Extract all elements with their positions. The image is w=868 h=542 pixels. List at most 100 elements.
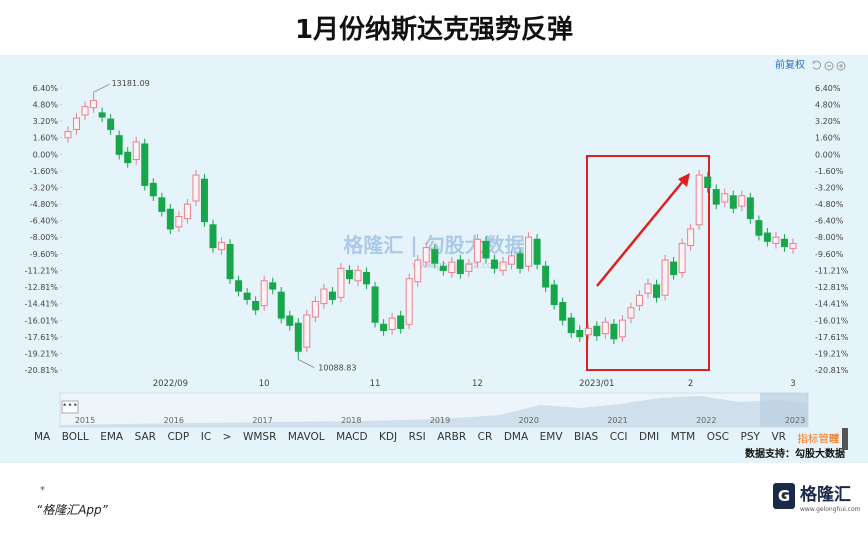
candle-body <box>320 288 328 305</box>
y2-tick-label: -6.40% <box>815 217 844 226</box>
zoom-icons[interactable] <box>812 60 846 71</box>
logo-g: G <box>778 487 790 505</box>
candle-body <box>90 99 98 109</box>
candle-body <box>200 178 208 223</box>
candle-body <box>525 236 533 267</box>
footer-note: “格隆汇App” <box>36 503 109 517</box>
indicator[interactable]: DMA <box>503 431 529 443</box>
navigator-area <box>60 396 808 427</box>
candle-body <box>584 327 592 336</box>
indicator[interactable]: MACD <box>336 431 368 443</box>
indicator[interactable]: RSI <box>408 431 426 443</box>
y2-tick-label: -8.00% <box>815 233 844 242</box>
indicator[interactable]: > <box>222 431 232 443</box>
time-tab[interactable]: 时 <box>829 433 839 445</box>
candle-body <box>712 189 720 205</box>
min-label: 10088.83 <box>318 364 356 373</box>
candle-body <box>567 317 575 334</box>
candle-body <box>243 292 251 300</box>
candle-body <box>328 291 336 300</box>
indicator[interactable]: EMA <box>100 431 124 443</box>
candle-body <box>763 232 771 242</box>
candle-body <box>490 259 498 269</box>
candle-body <box>687 228 695 247</box>
max-leader <box>93 83 110 93</box>
indicator[interactable]: MA <box>34 431 51 443</box>
candle-body <box>601 321 609 335</box>
indicator[interactable]: CDP <box>167 431 190 443</box>
candle-body <box>192 174 200 202</box>
indicator[interactable]: BOLL <box>61 431 89 443</box>
x-tick-label: 10 <box>259 379 270 389</box>
arrow <box>596 179 685 287</box>
y2-tick-label: -20.81% <box>815 366 849 375</box>
candle-body <box>516 253 524 269</box>
candle-body <box>371 286 379 323</box>
candle-body <box>653 284 661 298</box>
candle-body <box>780 238 788 248</box>
scroll-tab[interactable] <box>842 428 848 450</box>
candle-body <box>354 269 362 282</box>
indicator[interactable]: MAVOL <box>287 431 325 443</box>
candle-body <box>175 216 183 228</box>
y-tick-label: -14.41% <box>25 300 59 309</box>
candle-body <box>414 259 422 283</box>
candle-body <box>252 300 260 311</box>
indicator[interactable]: CR <box>477 431 493 443</box>
candle-body <box>550 284 558 306</box>
candle-body <box>593 325 601 337</box>
candle-body <box>704 176 712 188</box>
navigator-year: 2020 <box>519 416 539 425</box>
indicator[interactable]: IC <box>200 431 212 443</box>
navigator-year: 2018 <box>341 416 361 425</box>
indicator[interactable]: 指标管理 <box>797 433 840 445</box>
source: 数据支持：勾股大数据 <box>745 447 845 460</box>
candle-body <box>772 236 780 244</box>
logo-url: www.gelonghui.com <box>800 506 861 513</box>
indicator[interactable]: OSC <box>706 431 730 443</box>
navigator-year: 2022 <box>696 416 716 425</box>
y-tick-label: -12.81% <box>25 283 59 292</box>
y2-tick-label: 6.40% <box>815 84 841 93</box>
y-tick-label: -4.80% <box>30 200 59 209</box>
navigator-handle[interactable] <box>61 400 79 414</box>
indicator[interactable]: VR <box>771 431 786 443</box>
indicator[interactable]: ARBR <box>437 431 467 443</box>
max-label: 13181.09 <box>112 79 150 88</box>
candle-body <box>661 259 669 296</box>
candle-body <box>627 307 635 319</box>
adjust-label[interactable]: 前复权 <box>775 58 805 71</box>
navigator-year: 2015 <box>75 416 95 425</box>
navigator-year: 2023 <box>785 416 805 425</box>
y2-tick-label: -14.41% <box>815 300 849 309</box>
indicator[interactable]: CCI <box>609 431 628 443</box>
candle-body <box>789 242 797 250</box>
indicator[interactable]: MTM <box>670 431 696 443</box>
indicator-bar: MA BOLL EMA SAR CDP IC > WMSR MAVOL MACD KDJ RSI ARB… <box>34 431 839 446</box>
y2-tick-label: 3.20% <box>815 117 841 126</box>
indicator[interactable]: SAR <box>134 431 156 443</box>
x-tick-label: 2022/09 <box>153 379 188 389</box>
candle-body <box>149 182 157 197</box>
navigator-window[interactable] <box>760 393 808 427</box>
y-tick-label: 0.00% <box>33 150 59 159</box>
indicator[interactable]: PSY <box>740 431 760 443</box>
candle-body <box>508 255 516 265</box>
indicator[interactable]: BIAS <box>574 431 599 443</box>
indicator[interactable]: DMI <box>638 431 660 443</box>
candle-body <box>635 294 643 307</box>
candle-body <box>729 195 737 209</box>
y-tick-label: 6.40% <box>33 84 59 93</box>
indicator[interactable]: WMSR <box>242 431 277 443</box>
navigator-year: 2016 <box>164 416 184 425</box>
candle-body <box>380 323 388 332</box>
y2-tick-label: -9.60% <box>815 250 844 259</box>
y2-tick-label: -19.21% <box>815 349 849 358</box>
candle-body <box>388 317 396 330</box>
y-tick-label: -17.61% <box>25 333 59 342</box>
indicator[interactable]: KDJ <box>379 431 398 443</box>
candle-body <box>559 302 567 321</box>
candle-body <box>166 208 174 230</box>
indicator[interactable]: EMV <box>539 431 563 443</box>
